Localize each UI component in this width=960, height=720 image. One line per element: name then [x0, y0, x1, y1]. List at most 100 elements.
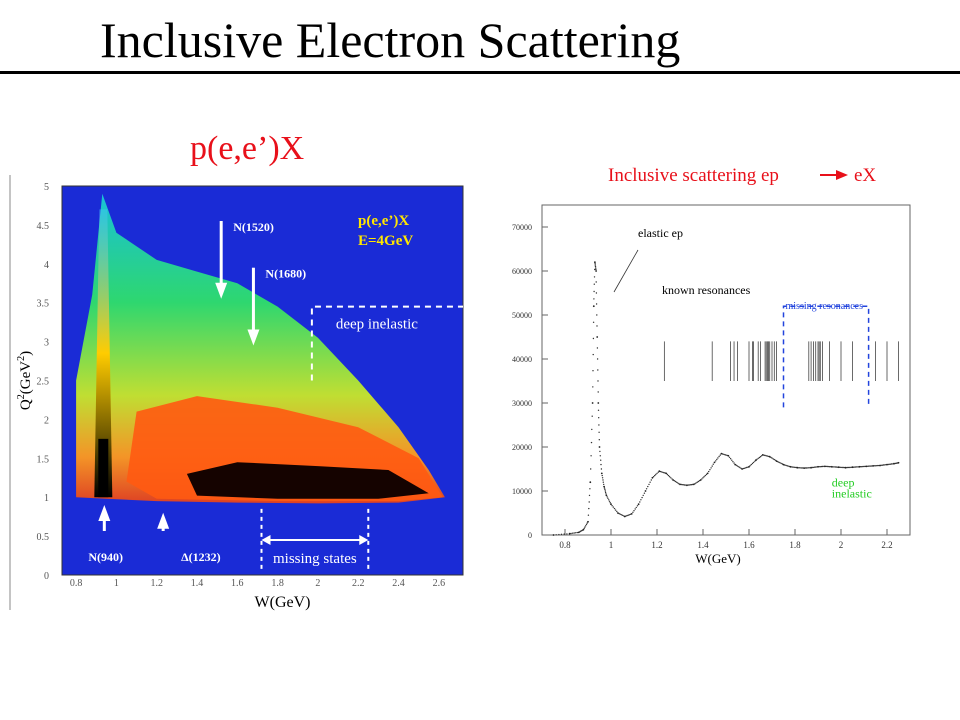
curve-dot — [878, 464, 880, 467]
curve-dot — [889, 463, 892, 465]
curve-dot — [652, 476, 655, 478]
y-tick-label: 3 — [44, 338, 49, 349]
y-tick-label: 30000 — [512, 399, 532, 408]
curve-dot — [785, 464, 787, 466]
x-tick-label: 1.4 — [697, 540, 709, 550]
curve-dot — [598, 431, 600, 433]
data-point — [865, 465, 868, 468]
curve-dot — [674, 480, 677, 483]
x-tick-label: 1.8 — [271, 578, 284, 589]
curve-dot — [593, 298, 595, 300]
curve-dot — [866, 465, 869, 467]
curve-dot — [590, 468, 592, 470]
curve-dot — [861, 466, 863, 468]
resonance-arrow-head — [157, 512, 170, 529]
curve-dot — [595, 268, 597, 271]
curve-dot — [855, 466, 857, 468]
y-tick-label: 4.5 — [37, 221, 50, 232]
curve-dot — [728, 456, 731, 458]
curve-dot — [808, 467, 810, 469]
spectrum-title-right: eX — [854, 165, 876, 186]
curve-dot — [685, 484, 687, 486]
missing-states-label: missing states — [273, 551, 357, 567]
curve-dot — [816, 466, 818, 468]
curve-dot — [563, 533, 565, 535]
curve-dot — [599, 455, 601, 457]
resonance-label: N(1520) — [233, 220, 274, 234]
curve-dot — [862, 465, 864, 468]
curve-dot — [888, 463, 890, 465]
curve-dot — [740, 467, 742, 469]
x-tick-label: 2.2 — [881, 540, 892, 550]
curve-dot — [841, 466, 843, 469]
y-tick-label: 1.5 — [37, 454, 50, 465]
curve-dot — [636, 505, 639, 507]
curve-dot — [585, 523, 588, 526]
curve-dot — [885, 464, 887, 466]
curve-dot — [701, 478, 703, 480]
curve-dot — [897, 462, 899, 464]
data-point — [591, 402, 594, 404]
curve-dot — [603, 483, 605, 486]
curve-dot — [705, 473, 708, 476]
inclusive-spectrum-chart: Inclusive scattering ep eX 0 10000 20000 300… — [512, 165, 911, 566]
data-point — [755, 459, 757, 462]
y-tick-label: 60000 — [512, 267, 532, 276]
curve-dot — [628, 514, 631, 516]
x-tick-label: 1.2 — [150, 578, 163, 589]
curve-dot — [887, 463, 889, 466]
curve-dot — [778, 461, 780, 463]
curve-dot — [827, 465, 829, 468]
data-point — [679, 483, 681, 486]
curve-dot — [812, 466, 815, 469]
curve-dot — [642, 494, 644, 497]
known-resonances-label: known resonances — [662, 283, 751, 297]
curve-dot — [599, 450, 601, 453]
y-tick-label: 50000 — [512, 311, 532, 320]
curve-dot — [882, 464, 885, 466]
curve-dot — [864, 465, 866, 468]
curve-dot — [649, 481, 651, 483]
curve-dot — [611, 505, 613, 507]
spectrum-frame — [541, 204, 911, 536]
curve-dot — [583, 527, 585, 530]
deep-inelastic-box — [310, 305, 463, 381]
curve-dot — [609, 502, 611, 504]
curve-dot — [786, 465, 788, 467]
x-tick-label: 1 — [609, 540, 614, 550]
curve-dot — [877, 464, 879, 467]
curve-dot — [657, 471, 659, 473]
missing-states-arrow-left — [261, 534, 271, 545]
curve-dot — [788, 465, 790, 468]
curve-dot — [607, 497, 609, 499]
curve-dot — [600, 463, 602, 466]
curve-dot — [606, 496, 608, 498]
curve-dot — [696, 481, 698, 483]
curve-dot — [596, 314, 598, 316]
curve-dot — [595, 292, 598, 294]
curve-dot — [798, 467, 801, 469]
page-title: Inclusive Electron Scattering — [100, 12, 681, 68]
curve-dot — [588, 507, 590, 510]
curve-dot — [813, 466, 816, 468]
curve-dot — [819, 466, 821, 468]
curve-dot — [604, 491, 607, 494]
curve-dot — [880, 464, 882, 466]
curve-dot — [616, 510, 618, 513]
curve-dot — [743, 467, 746, 469]
curve-dot — [760, 455, 763, 457]
curve-dot — [647, 485, 649, 488]
curve-dot — [670, 477, 672, 479]
data-point — [605, 494, 608, 497]
data-point — [603, 485, 605, 488]
x-tick-label: 1.6 — [231, 578, 244, 589]
x-tick-label: 0.8 — [70, 578, 83, 589]
curve-dot — [729, 458, 732, 460]
curve-dot — [735, 464, 738, 466]
curve-dot — [759, 456, 762, 458]
resonance-label: Δ(1232) — [181, 550, 221, 564]
curve-dot — [659, 470, 662, 473]
curve-dot — [842, 466, 844, 469]
deep-label-line1: deep — [832, 476, 855, 490]
curve-dot — [890, 463, 893, 465]
